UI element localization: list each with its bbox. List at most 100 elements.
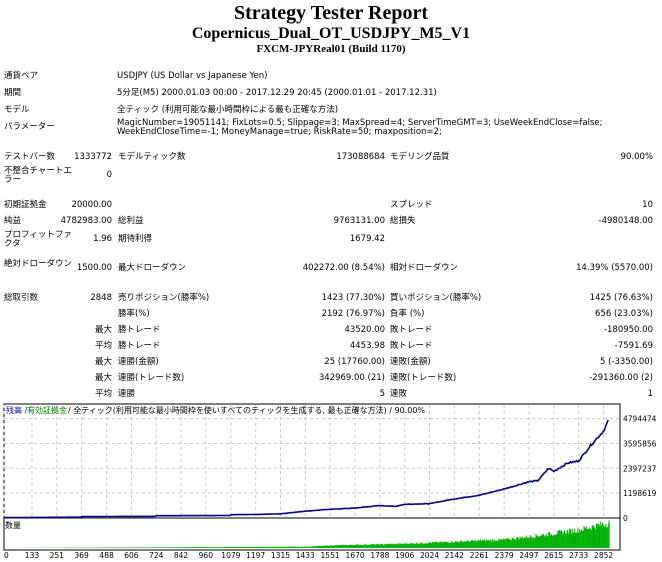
- volume-bar: [229, 547, 231, 548]
- volume-bar: [511, 538, 513, 548]
- volume-bar: [386, 543, 388, 548]
- volume-bar: [167, 547, 169, 548]
- stat-value-1: 平均: [94, 341, 112, 351]
- volume-bar: [282, 546, 284, 548]
- volume-bar: [245, 547, 247, 548]
- stat-label-1: プロフィットファクタ: [4, 230, 72, 249]
- volume-bar: [571, 528, 573, 548]
- volume-bar: [432, 542, 434, 548]
- stat-value-3: 656 (23.03%): [595, 309, 653, 319]
- volume-bar: [411, 543, 413, 548]
- volume-bar: [324, 545, 326, 548]
- volume-bar: [328, 545, 330, 548]
- volume-bar: [170, 547, 172, 548]
- stat-label-3: 敗トレード: [390, 341, 433, 351]
- volume-bar: [585, 526, 587, 548]
- volume-bar: [444, 541, 446, 548]
- volume-bar: [380, 543, 382, 548]
- volume-bar: [225, 547, 227, 548]
- volume-bar: [343, 545, 345, 548]
- volume-bar: [278, 546, 280, 548]
- volume-bar: [227, 547, 229, 548]
- volume-bar: [349, 544, 351, 548]
- volume-bar: [289, 546, 291, 548]
- stat-value-2: 4453.98: [349, 341, 385, 351]
- volume-bar: [463, 541, 465, 548]
- volume-bar: [533, 537, 535, 548]
- volume-bar: [291, 546, 293, 548]
- volume-bar: [271, 547, 273, 548]
- volume-bar: [374, 543, 376, 548]
- volume-bar: [250, 546, 252, 548]
- volume-bar: [362, 545, 364, 548]
- volume-bar: [215, 547, 217, 548]
- volume-bar: [442, 542, 444, 548]
- volume-bar: [176, 547, 178, 548]
- volume-bar: [147, 547, 149, 548]
- volume-bar: [273, 546, 275, 548]
- volume-bar: [534, 537, 536, 548]
- volume-bar: [257, 546, 259, 548]
- volume-bar: [401, 543, 403, 548]
- stat-value-3: 1425 (76.63%): [589, 293, 653, 303]
- volume-bar: [332, 545, 334, 548]
- volume-bar: [177, 547, 179, 548]
- volume-bar: [552, 535, 554, 548]
- stat-value-3: -4980148.00: [598, 216, 653, 226]
- stat-value-1: 2848: [90, 293, 112, 303]
- volume-bar: [460, 540, 462, 548]
- volume-bar: [512, 537, 514, 548]
- volume-bar: [199, 547, 201, 548]
- volume-bar: [366, 545, 368, 548]
- stat-label-3: 相対ドローダウン: [390, 263, 459, 273]
- volume-bar: [535, 533, 537, 548]
- x-tick-label: 960: [199, 551, 214, 560]
- volume-bar: [479, 540, 481, 548]
- volume-bar: [370, 544, 372, 548]
- stat-value-1: 最大: [94, 373, 112, 383]
- volume-bar: [279, 546, 281, 548]
- volume-bar: [236, 546, 238, 548]
- volume-bar: [448, 542, 450, 548]
- volume-bar: [418, 543, 420, 548]
- volume-bar: [562, 534, 564, 548]
- volume-bar: [120, 547, 122, 548]
- volume-bar: [342, 544, 344, 548]
- volume-bar: [230, 546, 232, 548]
- volume-bar: [541, 534, 543, 548]
- volume-bar: [314, 546, 316, 548]
- volume-bar: [525, 537, 527, 548]
- volume-bar: [347, 544, 349, 548]
- volume-bar: [526, 535, 528, 548]
- volume-bar: [243, 547, 245, 548]
- volume-bar: [238, 547, 240, 548]
- volume-bar: [258, 546, 260, 548]
- volume-bar: [161, 547, 163, 548]
- volume-bar: [132, 547, 134, 548]
- volume-bar: [247, 546, 249, 548]
- volume-bar: [465, 541, 467, 548]
- volume-bar: [214, 547, 216, 548]
- volume-bar: [564, 530, 566, 548]
- volume-bar: [590, 530, 592, 548]
- volume-bar: [504, 539, 506, 548]
- volume-bar: [331, 545, 333, 548]
- volume-bar: [588, 528, 590, 548]
- volume-bar: [321, 545, 323, 548]
- volume-bar: [468, 541, 470, 548]
- volume-bar: [530, 536, 532, 548]
- volume-bar: [165, 547, 167, 548]
- volume-bar: [360, 545, 362, 548]
- volume-bar: [310, 546, 312, 548]
- volume-bar: [467, 540, 469, 548]
- stat-label-1: テストバー数: [4, 152, 56, 162]
- volume-bar: [268, 546, 270, 548]
- volume-bar: [559, 531, 561, 548]
- volume-bar: [503, 538, 505, 548]
- volume-bar: [345, 544, 347, 548]
- volume-bar: [405, 544, 407, 548]
- volume-bar: [572, 532, 574, 548]
- volume-bar: [247, 546, 249, 548]
- stat-label-3: 連敗: [390, 389, 408, 399]
- volume-bar: [506, 538, 508, 548]
